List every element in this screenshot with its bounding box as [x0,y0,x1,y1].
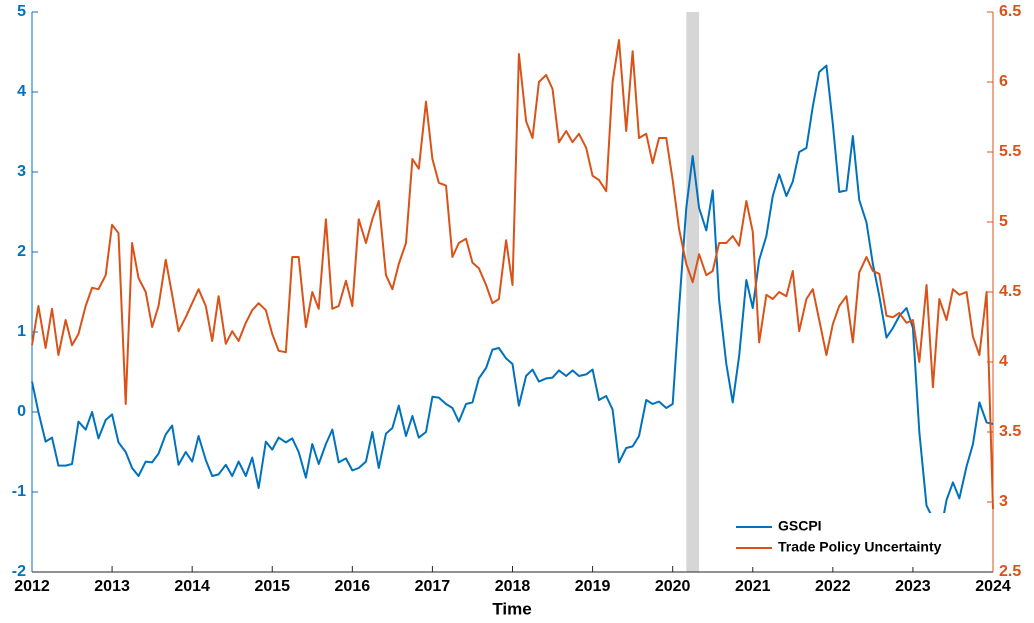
y2-tick-label: 6.5 [999,3,1021,20]
series-line [31,39,994,510]
legend-label: Trade Policy Uncertainty [778,539,942,555]
y-tick-label: 0 [17,403,26,420]
x-tick-label: 2013 [94,578,130,595]
x-tick-label: 2021 [735,578,771,595]
y2-tick-label: 3 [999,493,1008,510]
y2-tick-label: 4 [999,353,1008,370]
y-tick-label: 5 [17,3,26,20]
x-tick-label: 2023 [895,578,931,595]
x-tick-label: 2016 [335,578,371,595]
x-tick-label: 2020 [655,578,691,595]
x-tick-label: 2015 [254,578,290,595]
y-tick-label: 4 [17,83,26,100]
y2-tick-label: 5.5 [999,143,1021,160]
series-line [31,64,994,540]
y2-tick-label: 6 [999,73,1008,90]
y-tick-label: 3 [17,163,26,180]
legend-label: GSCPI [778,518,822,534]
x-tick-label: 2024 [975,578,1011,595]
x-tick-label: 2022 [815,578,851,595]
y2-tick-label: 3.5 [999,423,1021,440]
y-tick-label: -1 [12,483,26,500]
x-tick-label: 2014 [174,578,210,595]
y-tick-label: 1 [17,323,26,340]
y-tick-label: 2 [17,243,26,260]
x-tick-label: 2017 [415,578,451,595]
x-axis-label: Time [492,599,531,618]
x-tick-label: 2019 [575,578,611,595]
y2-tick-label: 4.5 [999,283,1021,300]
shaded-region [686,12,700,572]
y2-tick-label: 5 [999,213,1008,230]
y2-tick-label: 2.5 [999,563,1021,580]
x-tick-label: 2012 [14,578,50,595]
y-tick-label: -2 [12,563,26,580]
legend-box [730,513,988,567]
x-tick-label: 2018 [495,578,531,595]
